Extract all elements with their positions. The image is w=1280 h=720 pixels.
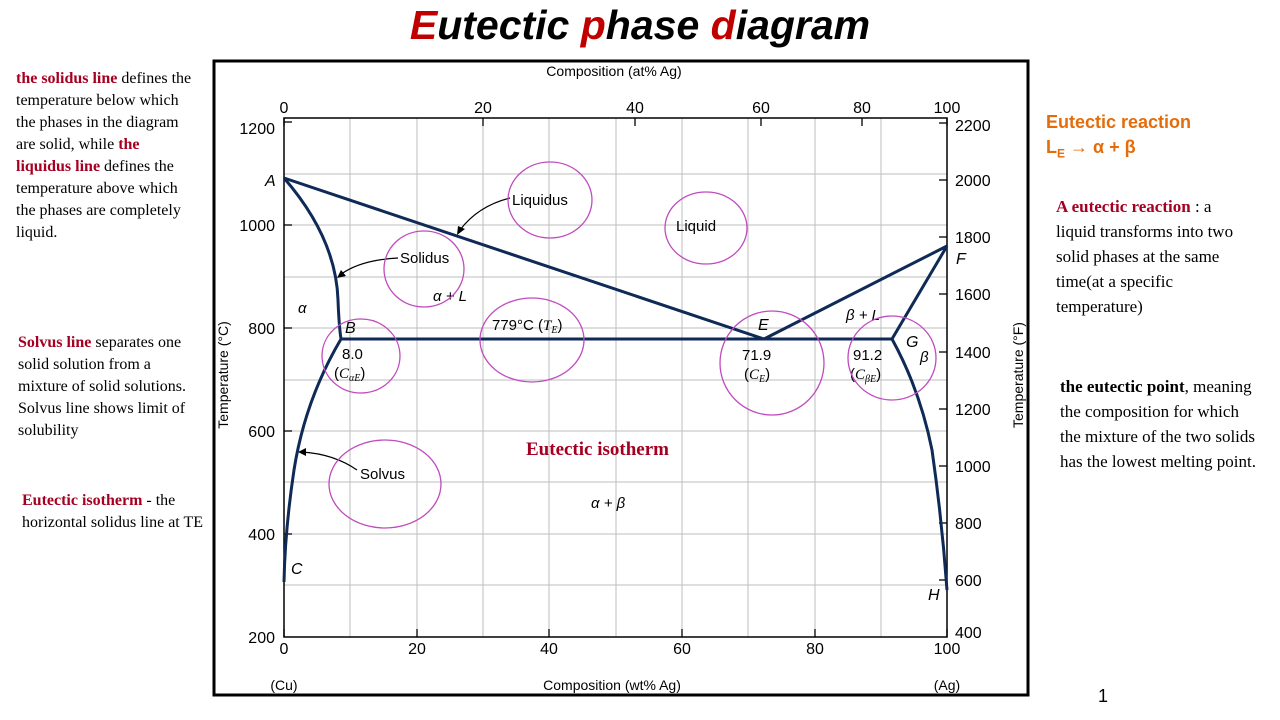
point-label-c: C (291, 561, 303, 578)
top-tick-label: 80 (853, 100, 871, 117)
top-tick-label: 0 (280, 100, 289, 117)
liquidus-arrow (459, 197, 511, 231)
solidus-line-alpha (282, 177, 343, 340)
left-tick-label: 400 (248, 527, 275, 544)
ce-value: 71.9 (742, 347, 771, 364)
highlight-circle-solvus (328, 439, 442, 529)
highlight-circle-liquidus (507, 161, 593, 239)
cbe-value: 91.2 (853, 347, 882, 364)
right-tick-label: 600 (955, 573, 982, 590)
note-eutectic-isotherm: Eutectic isotherm - the horizontal solid… (22, 492, 204, 531)
point-label-f: F (956, 251, 967, 268)
eutectic-reaction-heading: Eutectic reaction LE → α + β (1046, 112, 1192, 161)
plot-border (283, 117, 948, 638)
right-tick-label: 1800 (955, 230, 991, 247)
solvus-arrow (301, 451, 358, 471)
liquidus-line-left (283, 176, 765, 341)
bottom-tick-label: 60 (673, 641, 691, 658)
right-tick-label: 1600 (955, 287, 991, 304)
solidus-arrow (339, 257, 399, 276)
page-number: 1 (1098, 686, 1109, 706)
left-axis-title: Temperature (°C) (215, 321, 231, 429)
note-solvus: Solvus line separates one solid solution… (18, 334, 186, 439)
left-tick-label: 200 (248, 630, 275, 647)
bottom-tick-label: 0 (280, 641, 289, 658)
ag-label: (Ag) (934, 677, 960, 693)
note-solidus-liquidus: the solidus line defines the temperature… (16, 70, 192, 241)
solidus-line-beta (890, 245, 949, 340)
eutectic-isotherm-label: Eutectic isotherm (526, 439, 669, 460)
bottom-tick-label: 40 (540, 641, 558, 658)
solvus-line-alpha (282, 338, 343, 583)
ce-symbol: (CE) (744, 366, 770, 385)
highlight-circle-ce (719, 310, 825, 416)
grid (284, 118, 947, 637)
right-tick-label: 1400 (955, 345, 991, 362)
diagram-frame (212, 59, 1030, 697)
top-tick-label: 100 (934, 100, 961, 117)
right-axis-title: Temperature (°F) (1010, 322, 1026, 428)
region-label-beta: β (919, 349, 929, 366)
right-tick-label: 400 (955, 625, 982, 642)
point-label-g: G (906, 334, 918, 351)
top-tick-label: 40 (626, 100, 644, 117)
cu-label: (Cu) (270, 677, 297, 693)
note-eutectic-point: the eutectic point, meaning the composit… (1060, 377, 1256, 471)
left-tick-label: 1200 (239, 121, 275, 138)
right-tick-label: 800 (955, 516, 982, 533)
bottom-axis-title: Composition (wt% Ag) (543, 677, 681, 693)
top-axis-title: Composition (at% Ag) (546, 63, 681, 79)
top-tick-label: 60 (752, 100, 770, 117)
right-tick-label: 1000 (955, 459, 991, 476)
slide-title: Eutectic phase diagram (409, 2, 871, 48)
highlight-circle-cae (321, 318, 401, 394)
point-label-e: E (758, 317, 769, 334)
region-label-alpha-beta: α + β (591, 495, 626, 512)
highlight-circle-solidus (383, 230, 465, 308)
bottom-tick-label: 80 (806, 641, 824, 658)
region-label-liquid: Liquid (676, 218, 716, 235)
left-tick-label: 800 (248, 321, 275, 338)
cbe-symbol: (CβE) (850, 366, 881, 385)
point-label-h: H (928, 587, 940, 604)
top-tick-label: 20 (474, 100, 492, 117)
solvus-line-beta (890, 338, 949, 591)
region-label-beta-l: β + L (845, 307, 880, 324)
right-tick-label: 2000 (955, 173, 991, 190)
liquidus-line-right (763, 244, 948, 341)
callout-solvus: Solvus (360, 466, 405, 483)
right-tick-label: 2200 (955, 118, 991, 135)
note-eutectic-reaction: A eutectic reaction : a liquid transform… (1056, 197, 1234, 316)
bottom-tick-label: 100 (934, 641, 961, 658)
region-label-alpha: α (298, 300, 307, 317)
callout-liquidus: Liquidus (512, 192, 568, 209)
region-label-alpha-l: α + L (433, 288, 467, 305)
highlight-circle-cbe (847, 315, 937, 401)
highlight-circle-te (479, 297, 585, 383)
right-tick-label: 1200 (955, 402, 991, 419)
cae-symbol: (CαE) (334, 365, 365, 384)
left-tick-label: 1000 (239, 218, 275, 235)
bottom-tick-label: 20 (408, 641, 426, 658)
callout-solidus: Solidus (400, 250, 449, 267)
eutectic-temperature-label: 779°C (TE) (492, 317, 562, 336)
highlight-circle-liquid (664, 191, 748, 265)
left-tick-label: 600 (248, 424, 275, 441)
point-label-b: B (345, 320, 356, 337)
cae-value: 8.0 (342, 346, 363, 363)
point-label-a: A (264, 173, 276, 190)
